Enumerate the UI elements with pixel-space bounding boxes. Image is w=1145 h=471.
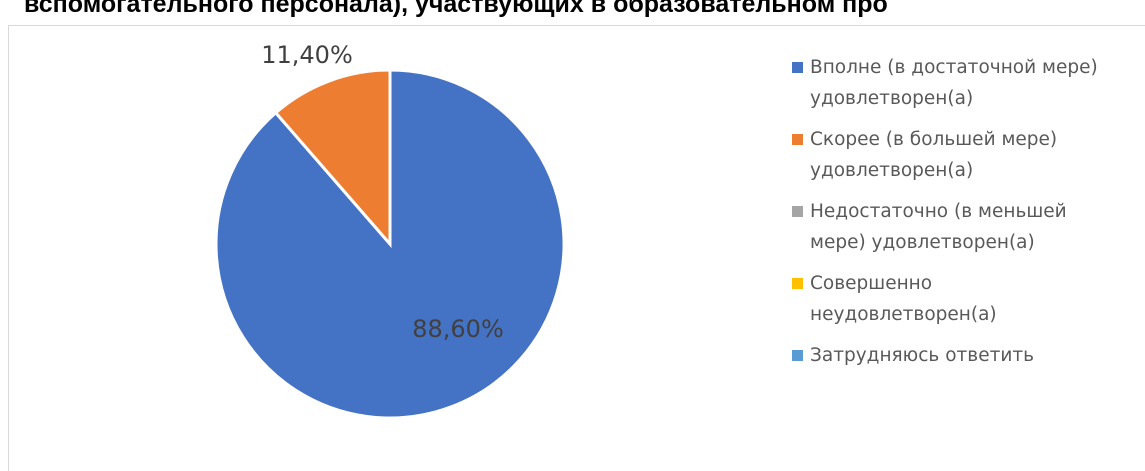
legend-label-3: Совершенно неудовлетворен(а): [810, 273, 997, 325]
chart-area: [8, 25, 1145, 471]
legend-swatch-1: [792, 134, 803, 145]
pie-slice-1: [273, 68, 392, 249]
legend-label-0: Вполне (в достаточной мере) удовлетворен…: [810, 57, 1098, 109]
legend-item-4: Затрудняюсь ответить: [792, 340, 1142, 371]
legend-item-1: Скорее (в большей мере) удовлетворен(а): [792, 124, 1142, 186]
chart-legend: Вполне (в достаточной мере) удовлетворен…: [792, 52, 1142, 381]
legend-label-2: Недостаточно (в меньшей мере) удовлетвор…: [810, 201, 1067, 253]
chart-title: вспомогательного персонала), участвующих…: [24, 0, 888, 18]
legend-swatch-3: [792, 278, 803, 289]
legend-swatch-0: [792, 62, 803, 73]
legend-swatch-4: [792, 350, 803, 361]
legend-item-0: Вполне (в достаточной мере) удовлетворен…: [792, 52, 1142, 114]
data-label-0: 88,60%: [412, 315, 504, 343]
legend-label-4: Затрудняюсь ответить: [810, 345, 1035, 366]
legend-item-2: Недостаточно (в меньшей мере) удовлетвор…: [792, 196, 1142, 258]
legend-item-3: Совершенно неудовлетворен(а): [792, 268, 1142, 330]
data-label-1: 11,40%: [261, 41, 353, 69]
legend-label-1: Скорее (в большей мере) удовлетворен(а): [810, 129, 1058, 181]
legend-swatch-2: [792, 206, 803, 217]
